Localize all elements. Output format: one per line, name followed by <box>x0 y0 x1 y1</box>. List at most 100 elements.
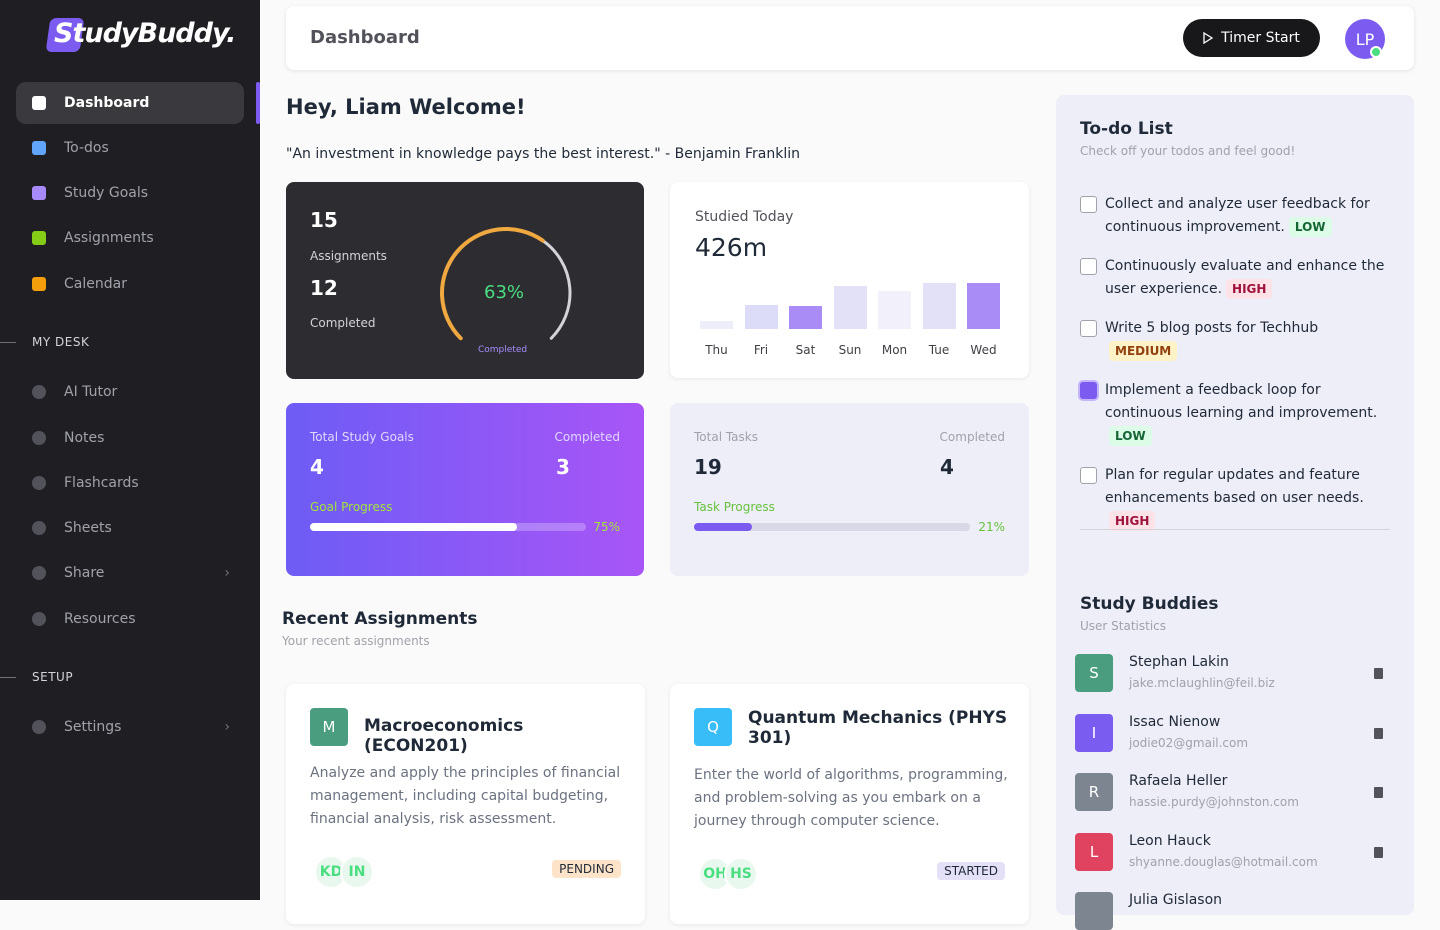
day-label: Thu <box>705 343 728 357</box>
todo-item[interactable]: Continuously evaluate and enhance the us… <box>1080 255 1390 301</box>
nav-item[interactable]: Sheets <box>16 507 244 549</box>
checkbox[interactable] <box>1080 382 1097 399</box>
todo-item[interactable]: Collect and analyze user feedback for co… <box>1080 193 1390 239</box>
delete-icon[interactable] <box>1374 787 1383 798</box>
status-badge: STARTED <box>937 862 1005 880</box>
chevron: › <box>224 565 230 581</box>
progress-value: 75% <box>593 520 620 534</box>
delete-icon[interactable] <box>1374 668 1383 679</box>
brand[interactable]: StudyBuddy. <box>54 18 236 49</box>
total: 15 <box>310 208 338 232</box>
recent-subtitle: Your recent assignments <box>282 634 430 648</box>
total-label: Total Study Goals <box>310 430 414 444</box>
nav-icon <box>32 385 46 399</box>
todo-text: Collect and analyze user feedback for co… <box>1105 196 1370 235</box>
header-title: Dashboard <box>310 27 420 48</box>
timer-button[interactable]: Timer Start <box>1183 19 1320 57</box>
bar <box>744 305 778 329</box>
assignment-card[interactable]: M Macroeconomics (ECON201) Analyze and app… <box>286 684 645 924</box>
gauge-percent: 63% <box>484 282 525 303</box>
greeting: Hey, Liam Welcome! <box>286 95 526 119</box>
priority-badge: LOW <box>1109 426 1152 446</box>
day-label: Mon <box>881 343 908 357</box>
nav-label: Study Goals <box>64 185 149 201</box>
buddy-avatar: S <box>1075 654 1113 692</box>
priority-badge: HIGH <box>1226 279 1273 299</box>
progress-label: Goal Progress <box>310 500 393 514</box>
checkbox[interactable] <box>1080 467 1097 484</box>
nav-item[interactable]: AI Tutor <box>16 371 244 413</box>
todo-text: Plan for regular updates and feature enh… <box>1105 467 1364 506</box>
nav-label: Settings <box>64 719 122 735</box>
nav-icon <box>32 476 46 490</box>
buddy-name: Julia Gislason <box>1129 892 1223 908</box>
delete-icon[interactable] <box>1374 727 1383 739</box>
nav-item[interactable]: Share › <box>16 552 244 594</box>
day-label: Sat <box>795 343 816 357</box>
buddy-name: Leon Hauck <box>1129 832 1211 849</box>
status-badge: PENDING <box>552 860 621 878</box>
nav-icon <box>32 612 46 626</box>
todo-item[interactable]: Implement a feedback loop for continuous… <box>1080 379 1390 448</box>
nav-icon <box>32 141 46 155</box>
progress-label: Task Progress <box>694 500 775 514</box>
nav-label: Dashboard <box>64 95 150 111</box>
assignment-card[interactable]: Q Quantum Mechanics (PHYS 301) Enter the w… <box>670 684 1029 924</box>
nav-icon <box>32 186 46 200</box>
completed-label: Completed <box>939 430 1005 444</box>
nav-label: Notes <box>64 430 105 446</box>
completed: 3 <box>556 455 570 479</box>
checkbox[interactable] <box>1080 196 1097 213</box>
section-title: SETUP <box>32 670 74 684</box>
buddy-email: jodie02@gmail.com <box>1129 735 1249 750</box>
nav-item[interactable]: Assignments <box>16 217 244 259</box>
assignment-icon: Q <box>694 708 732 746</box>
checkbox[interactable] <box>1080 320 1097 337</box>
nav-label: Share <box>64 565 105 581</box>
member-avatar: HS <box>724 857 758 891</box>
timer-label: Timer Start <box>1221 30 1300 46</box>
delete-icon[interactable] <box>1374 846 1383 858</box>
assignments-card: 15 Assignments 12 Completed 63% Complete… <box>286 182 644 379</box>
nav-label: AI Tutor <box>64 384 118 400</box>
assignment-description: Analyze and apply the principles of fina… <box>310 765 621 827</box>
total-label: Total Tasks <box>694 430 758 444</box>
section-line <box>0 677 16 678</box>
completed: 12 <box>310 276 338 300</box>
header: Dashboard Timer Start LP <box>286 6 1414 70</box>
nav-item[interactable]: Resources <box>16 598 244 640</box>
studied-today-card: Studied Today 426m Thu Fri Sat Sun Mon Tue Wed <box>670 182 1029 378</box>
nav-item[interactable]: Flashcards <box>16 462 244 504</box>
buddies-title: Study Buddies <box>1080 594 1219 614</box>
gauge <box>440 227 572 341</box>
nav-icon <box>32 720 46 734</box>
nav-item[interactable]: Calendar <box>16 263 244 305</box>
member-avatar: OH <box>698 857 732 891</box>
bar <box>922 283 956 329</box>
right-panel: To-do List Check off your todos and feel… <box>1056 95 1414 930</box>
day-label: Tue <box>928 343 950 357</box>
priority-badge: MEDIUM <box>1109 341 1178 361</box>
gauge-track <box>541 239 572 340</box>
nav-icon <box>32 566 46 580</box>
todo-text: Implement a feedback loop for continuous… <box>1105 382 1378 421</box>
nav-item[interactable]: Study Goals <box>16 172 244 214</box>
nav-item[interactable]: To-dos <box>16 127 244 169</box>
assignment-title: Macroeconomics (ECON201) <box>364 716 524 756</box>
avatar[interactable]: LP <box>1345 19 1385 59</box>
todo-item[interactable]: Write 5 blog posts for Techhub MEDIUM <box>1080 317 1390 363</box>
nav-item[interactable]: Settings › <box>16 706 244 748</box>
nav-item[interactable]: Notes <box>16 417 244 459</box>
todo-item[interactable]: Plan for regular updates and feature enh… <box>1080 464 1390 533</box>
nav-label: Assignments <box>64 230 154 246</box>
active-indicator <box>256 82 260 124</box>
buddies-subtitle: User Statistics <box>1080 619 1167 633</box>
checkbox[interactable] <box>1080 258 1097 275</box>
bar <box>700 321 733 329</box>
study-goals-card: Total Study Goals 4 Completed 3 Goal Progres… <box>286 403 644 576</box>
completed-label: Completed <box>554 430 620 444</box>
nav-item[interactable]: Dashboard <box>16 82 244 124</box>
recent-title: Recent Assignments <box>282 609 478 629</box>
buddy-name: Stephan Lakin <box>1129 654 1229 670</box>
buddy-avatar <box>1075 892 1113 930</box>
